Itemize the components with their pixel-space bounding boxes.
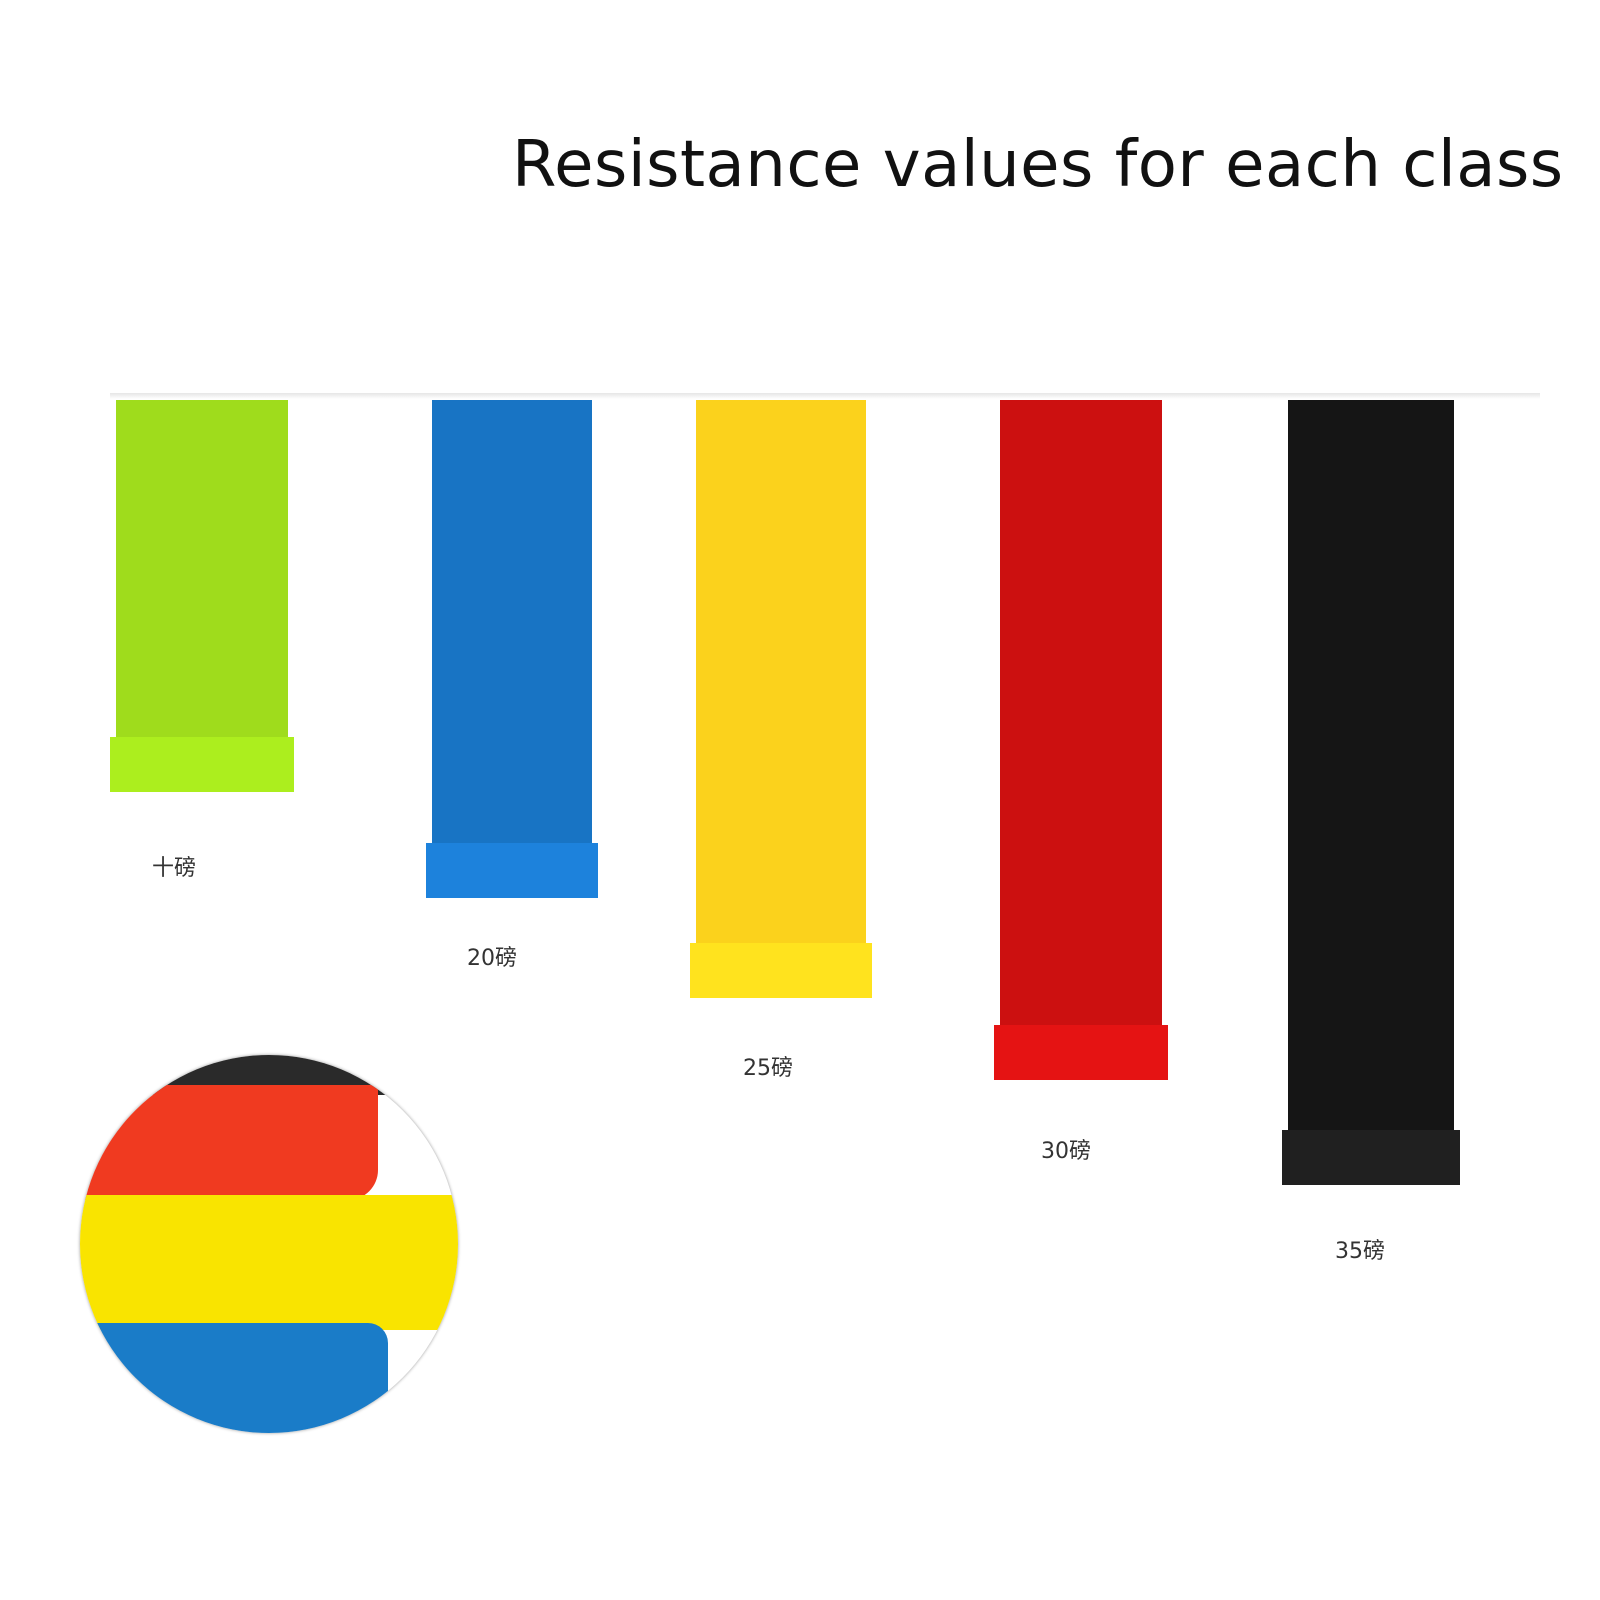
band-red — [994, 400, 1168, 1080]
band-label-35: 35磅 — [1335, 1239, 1385, 1264]
closeup-blue-band — [80, 1323, 388, 1433]
band-label-10: 十磅 — [152, 856, 197, 881]
hanging-rail — [110, 393, 1540, 399]
detail-closeup-image — [80, 1055, 458, 1433]
band-green — [110, 400, 294, 792]
closeup-red-band — [80, 1085, 378, 1200]
band-yellow — [690, 400, 872, 998]
band-label-30: 30磅 — [1041, 1139, 1091, 1164]
closeup-yellow-band — [80, 1195, 458, 1330]
band-black — [1282, 400, 1460, 1185]
page-title: Resistance values for each class — [512, 128, 1564, 202]
band-label-25: 25磅 — [743, 1056, 793, 1081]
band-label-20: 20磅 — [467, 946, 517, 971]
band-blue — [426, 400, 598, 898]
